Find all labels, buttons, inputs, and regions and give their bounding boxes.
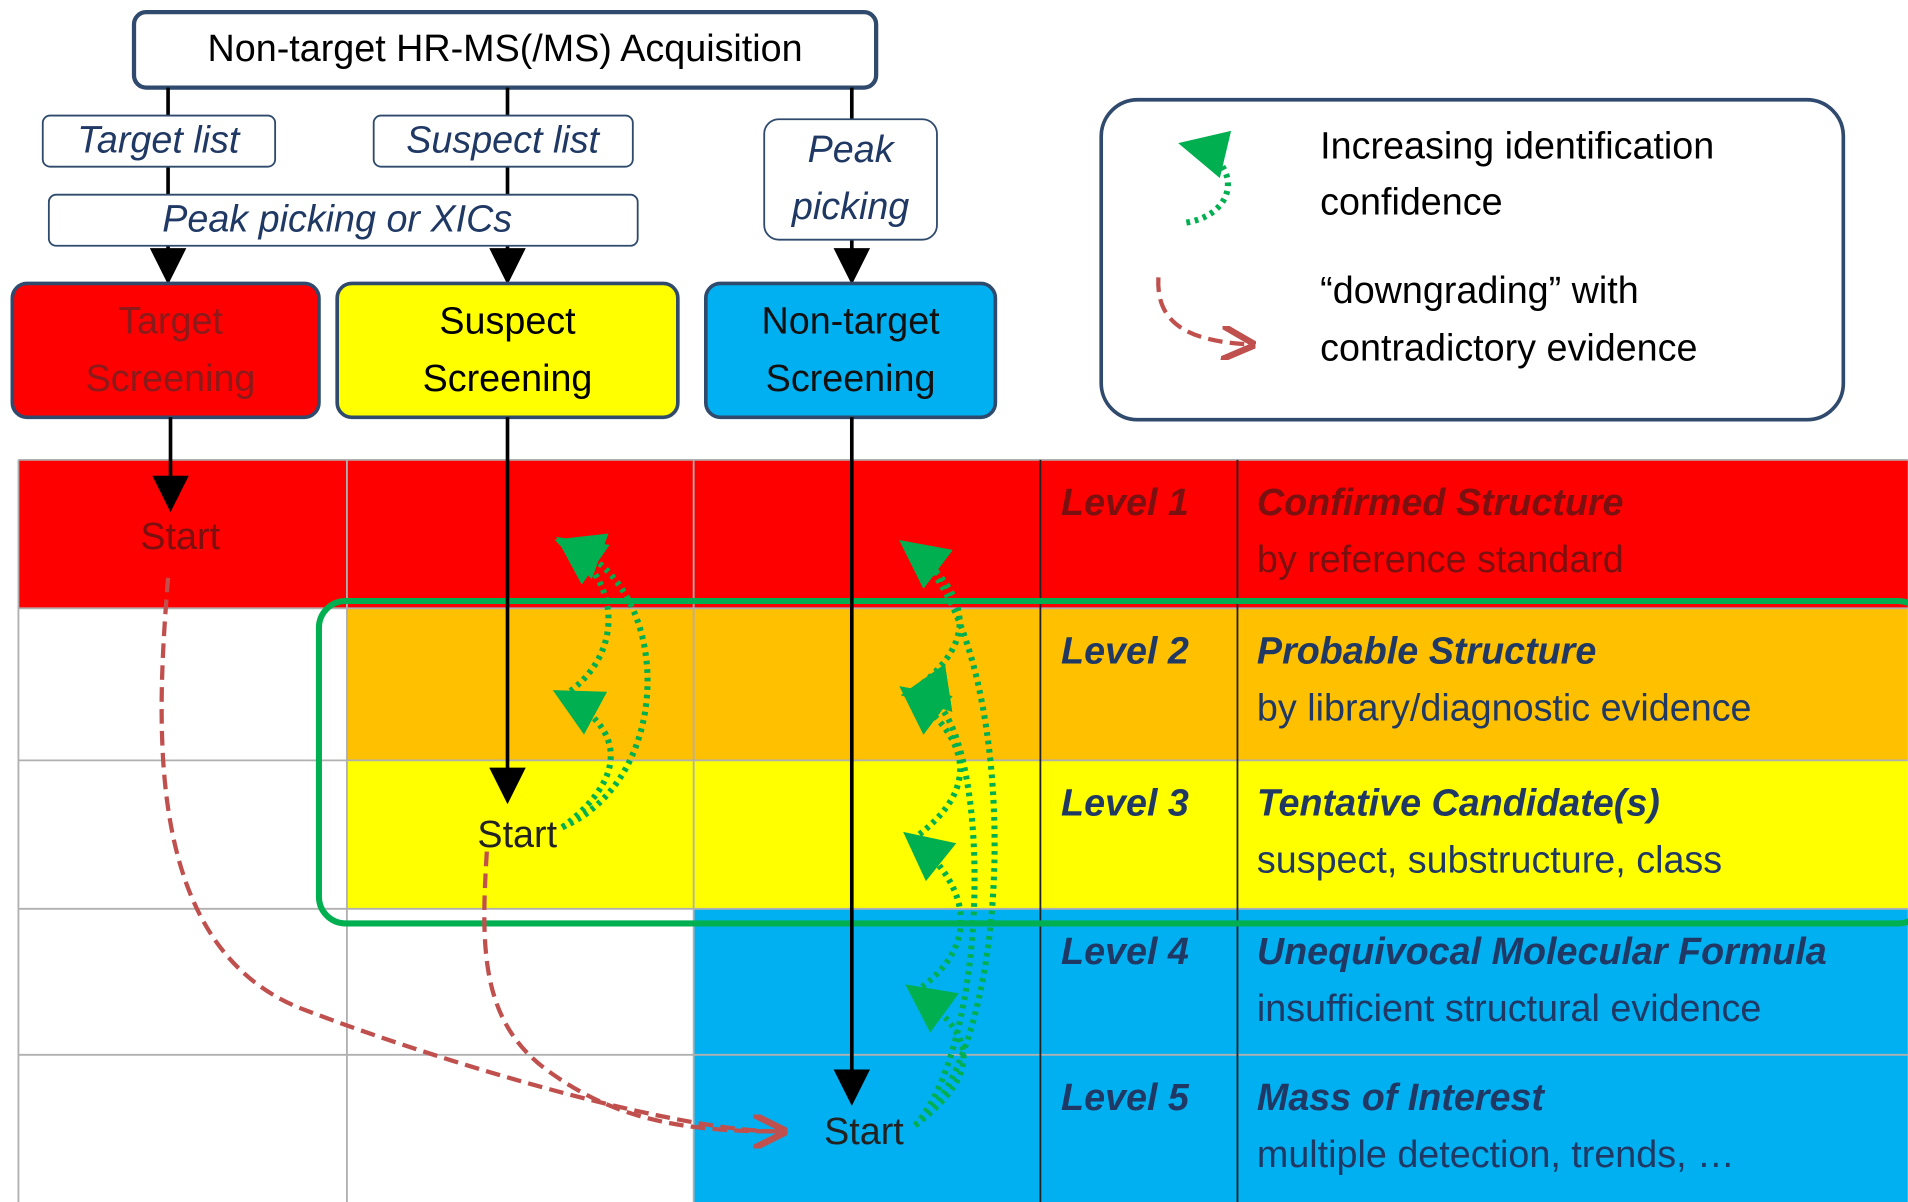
screening-label: Screening [766, 357, 936, 399]
input-box [372, 114, 634, 168]
level-description: insufficient structural evidence [1257, 987, 1761, 1029]
input-label: Peak [808, 128, 896, 170]
screening-label: Target [118, 300, 223, 342]
screening-label: Suspect [439, 300, 576, 342]
level-description: suspect, substructure, class [1257, 839, 1722, 881]
acquisition-title: Non-target HR-MS(/MS) Acquisition [208, 27, 803, 69]
level-title: Probable Structure [1257, 629, 1596, 671]
downgrading-arrows [159, 577, 779, 1132]
level-number: Level 4 [1061, 930, 1189, 972]
screening-label: Screening [86, 357, 256, 399]
input-label: Target list [77, 118, 241, 160]
legend-red-arrow [1156, 277, 1247, 344]
level-number: Level 5 [1061, 1076, 1190, 1118]
legend-text: “downgrading” with [1320, 269, 1639, 311]
legend-box [1099, 97, 1846, 422]
input-box [41, 114, 277, 168]
screening-box [10, 281, 321, 420]
input-box [47, 193, 639, 247]
level-description: multiple detection, trends, … [1257, 1133, 1735, 1175]
input-label: Suspect list [406, 118, 600, 160]
input-box [763, 118, 938, 241]
confidence-arrows [552, 533, 998, 1128]
level-title: Tentative Candidate(s) [1257, 781, 1660, 823]
level-description: by reference standard [1257, 538, 1624, 580]
level-title: Mass of Interest [1257, 1076, 1545, 1118]
level-title: Confirmed Structure [1257, 481, 1624, 523]
start-label: Start [824, 1110, 904, 1152]
screening-label: Screening [423, 357, 593, 399]
start-label: Start [477, 813, 557, 855]
row-level-3 [346, 760, 1908, 909]
level-number: Level 1 [1061, 481, 1189, 523]
highlight-box [315, 597, 1908, 927]
input-label: picking [791, 185, 909, 227]
level-grid [17, 458, 1908, 1202]
legend-text: contradictory evidence [1320, 326, 1697, 368]
input-label: Peak picking or XICs [162, 197, 512, 239]
acquisition-box [131, 10, 879, 90]
screening-label: Non-target [762, 300, 941, 342]
legend-text: Increasing identification [1320, 124, 1714, 166]
level-number: Level 2 [1061, 629, 1189, 671]
level-texts: Level 1 Confirmed Structure by reference s… [1061, 481, 1827, 1175]
level-description: by library/diagnostic evidence [1257, 686, 1752, 728]
level-number: Level 3 [1061, 781, 1189, 823]
legend-green-arrow [1178, 130, 1232, 226]
level-title: Unequivocal Molecular Formula [1257, 930, 1827, 972]
row-level-1 [18, 459, 1908, 609]
start-label: Start [140, 515, 220, 557]
legend-text: confidence [1320, 180, 1502, 222]
